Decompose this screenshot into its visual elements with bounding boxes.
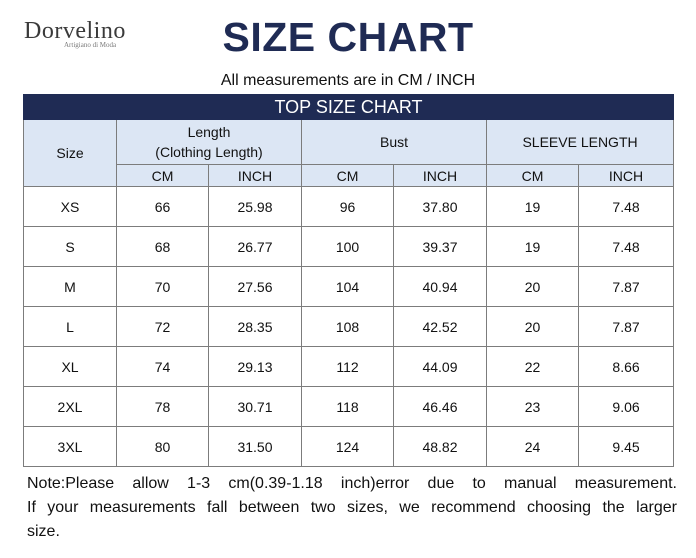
unit-header: CM: [301, 164, 394, 187]
table-row: M 70 27.56 104 40.94 20 7.87: [23, 266, 675, 307]
brand-logo: Dorvelino Artigiano di Moda: [24, 18, 154, 49]
table-row: 2XL 78 30.71 118 46.46 23 9.06: [23, 386, 675, 427]
measurement-cell: 30.71: [208, 386, 302, 427]
table-row: XS 66 25.98 96 37.80 19 7.48: [23, 186, 675, 227]
measurement-cell: 37.80: [393, 186, 487, 227]
measurement-cell: 20: [486, 306, 579, 347]
measurement-cell: 46.46: [393, 386, 487, 427]
measurement-cell: 19: [486, 226, 579, 267]
measurement-cell: 80: [116, 426, 209, 467]
measurement-cell: 9.45: [577, 426, 675, 467]
measurement-cell: 42.52: [393, 306, 487, 347]
measurement-cell: 29.13: [208, 346, 302, 387]
note-line: Note:Please allow 1-3 cm(0.39-1.18 inch)…: [27, 475, 677, 492]
measurement-cell: 100: [301, 226, 394, 267]
measurement-cell: 96: [301, 186, 394, 227]
size-column-header: Size: [23, 119, 117, 187]
unit-header: CM: [486, 164, 579, 187]
measurement-cell: 20: [486, 266, 579, 307]
size-cell: S: [23, 226, 117, 267]
sleeve-group-header: SLEEVE LENGTH: [485, 119, 675, 165]
length-group-header: Length (Clothing Length): [116, 119, 302, 165]
measurement-cell: 7.48: [577, 226, 675, 267]
measurement-cell: 24: [486, 426, 579, 467]
unit-header: INCH: [393, 164, 487, 187]
measurement-cell: 39.37: [393, 226, 487, 267]
size-cell: L: [23, 306, 117, 347]
note-line: If your measurements fall between two si…: [27, 499, 677, 516]
size-cell: XL: [23, 346, 117, 387]
measurement-cell: 7.87: [577, 306, 675, 347]
size-cell: 2XL: [23, 386, 117, 427]
note-block: Note:Please allow 1-3 cm(0.39-1.18 inch)…: [27, 472, 677, 544]
measurement-cell: 26.77: [208, 226, 302, 267]
measurement-cell: 23: [486, 386, 579, 427]
measurement-cell: 44.09: [393, 346, 487, 387]
unit-header: CM: [116, 164, 209, 187]
measurement-cell: 68: [116, 226, 209, 267]
bust-group-header: Bust: [301, 119, 487, 165]
unit-header: INCH: [208, 164, 302, 187]
measurement-cell: 40.94: [393, 266, 487, 307]
measurement-cell: 9.06: [577, 386, 675, 427]
table-banner: TOP SIZE CHART: [22, 94, 675, 120]
measurement-cell: 25.98: [208, 186, 302, 227]
table-row: L 72 28.35 108 42.52 20 7.87: [23, 306, 675, 347]
measurement-cell: 8.66: [577, 346, 675, 387]
measurement-cell: 104: [301, 266, 394, 307]
length-header-line2: (Clothing Length): [155, 144, 263, 160]
measurement-cell: 27.56: [208, 266, 302, 307]
measurement-cell: 7.48: [577, 186, 675, 227]
measurement-cell: 31.50: [208, 426, 302, 467]
measurement-cell: 70: [116, 266, 209, 307]
brand-name: Dorvelino: [24, 18, 126, 44]
size-cell: M: [23, 266, 117, 307]
table-row: XL 74 29.13 112 44.09 22 8.66: [23, 346, 675, 387]
table-row: S 68 26.77 100 39.37 19 7.48: [23, 226, 675, 267]
size-chart-table: TOP SIZE CHART Size Length (Clothing Len…: [22, 94, 675, 467]
measurement-cell: 124: [301, 426, 394, 467]
size-cell: 3XL: [23, 426, 117, 467]
brand-tagline: Artigiano di Moda: [64, 41, 117, 49]
measurement-cell: 78: [116, 386, 209, 427]
length-header-line1: Length: [187, 124, 231, 140]
measurement-cell: 22: [486, 346, 579, 387]
measurement-cell: 19: [486, 186, 579, 227]
page-title: SIZE CHART: [222, 14, 474, 60]
page-subtitle: All measurements are in CM / INCH: [220, 72, 476, 89]
measurement-cell: 74: [116, 346, 209, 387]
measurement-cell: 108: [301, 306, 394, 347]
measurement-cell: 7.87: [577, 266, 675, 307]
unit-header: INCH: [577, 164, 675, 187]
size-cell: XS: [23, 186, 117, 227]
measurement-cell: 112: [301, 346, 394, 387]
note-line: size.: [27, 523, 60, 540]
measurement-cell: 48.82: [393, 426, 487, 467]
measurement-cell: 72: [116, 306, 209, 347]
table-row: 3XL 80 31.50 124 48.82 24 9.45: [23, 426, 675, 467]
table-body: XS 66 25.98 96 37.80 19 7.48 S 68 26.77 100 39.37 19…: [23, 186, 675, 467]
measurement-cell: 28.35: [208, 306, 302, 347]
measurement-cell: 118: [301, 386, 394, 427]
measurement-cell: 66: [116, 186, 209, 227]
